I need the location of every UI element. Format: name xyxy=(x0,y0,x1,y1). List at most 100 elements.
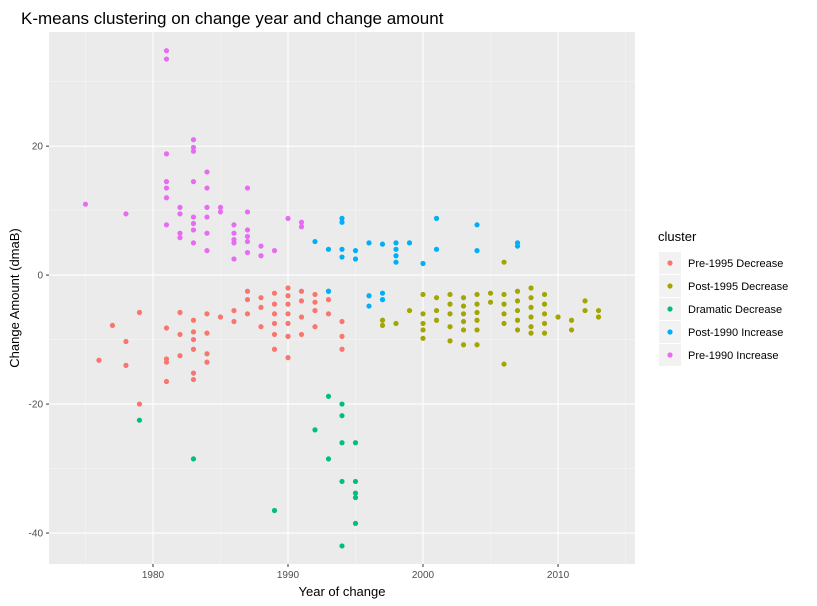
point-series-2 xyxy=(352,490,359,496)
point-series-0 xyxy=(163,359,170,365)
legend-label: Pre-1995 Decrease xyxy=(688,258,783,270)
point-series-4 xyxy=(271,248,278,254)
point-series-4 xyxy=(190,220,197,227)
legend: cluster Pre-1995 Decrease Post-1995 Decre… xyxy=(658,229,788,366)
point-series-1 xyxy=(501,301,507,307)
point-series-4 xyxy=(231,256,237,262)
legend-label: Post-1995 Decrease xyxy=(688,281,788,293)
point-series-2 xyxy=(339,543,345,549)
point-series-1 xyxy=(379,322,386,329)
point-series-0 xyxy=(285,301,291,307)
point-series-1 xyxy=(501,291,507,298)
point-series-1 xyxy=(555,314,561,320)
point-series-1 xyxy=(474,309,480,316)
point-series-0 xyxy=(217,314,224,320)
legend-label: Post-1990 Increase xyxy=(688,327,783,339)
point-series-0 xyxy=(339,318,345,325)
point-series-4 xyxy=(190,179,197,185)
point-series-1 xyxy=(420,327,426,333)
point-series-1 xyxy=(474,317,480,323)
point-series-1 xyxy=(487,299,494,305)
legend-item: Post-1995 Decrease xyxy=(659,275,788,297)
point-series-2 xyxy=(339,413,345,419)
point-series-3 xyxy=(366,303,372,309)
point-series-0 xyxy=(325,297,332,303)
point-series-0 xyxy=(190,370,197,376)
point-series-1 xyxy=(379,317,386,323)
point-series-1 xyxy=(501,311,507,317)
point-series-4 xyxy=(204,204,210,210)
point-series-2 xyxy=(339,401,345,407)
point-series-1 xyxy=(528,285,534,291)
point-series-4 xyxy=(82,201,89,207)
chart-title: K-means clustering on change year and ch… xyxy=(21,9,444,28)
point-series-0 xyxy=(204,330,210,336)
point-series-3 xyxy=(393,246,399,252)
legend-label: Pre-1990 Increase xyxy=(688,350,779,362)
point-series-3 xyxy=(393,259,399,265)
point-series-2 xyxy=(352,440,359,446)
point-series-0 xyxy=(204,311,210,317)
point-series-1 xyxy=(474,291,480,298)
point-series-3 xyxy=(379,241,386,247)
point-series-1 xyxy=(568,327,575,333)
point-series-0 xyxy=(177,331,183,338)
point-series-4 xyxy=(190,240,197,246)
point-series-0 xyxy=(258,295,264,301)
point-series-4 xyxy=(163,195,170,201)
point-series-1 xyxy=(582,307,588,314)
point-series-0 xyxy=(204,359,210,365)
point-series-1 xyxy=(487,290,494,296)
point-series-4 xyxy=(231,240,237,246)
point-series-1 xyxy=(541,301,548,307)
point-series-1 xyxy=(501,320,507,327)
point-series-0 xyxy=(177,309,183,316)
legend-item: Pre-1995 Decrease xyxy=(659,252,783,274)
legend-key-point xyxy=(667,329,673,335)
point-series-0 xyxy=(136,309,143,316)
point-series-1 xyxy=(433,295,440,301)
legend-key-point xyxy=(667,352,673,358)
point-series-3 xyxy=(433,215,440,221)
major-gridlines xyxy=(49,32,635,564)
point-series-0 xyxy=(123,338,129,345)
point-series-1 xyxy=(460,318,467,325)
point-series-0 xyxy=(231,318,237,325)
point-series-1 xyxy=(447,301,453,307)
point-series-0 xyxy=(258,324,264,330)
point-series-3 xyxy=(474,248,480,254)
point-series-1 xyxy=(447,338,453,344)
legend-item: Dramatic Decrease xyxy=(659,298,782,320)
point-series-4 xyxy=(244,209,251,215)
x-tick-label: 1980 xyxy=(142,570,165,581)
point-series-4 xyxy=(190,214,197,220)
point-series-0 xyxy=(271,331,278,338)
y-tick-label: -40 xyxy=(29,529,44,540)
point-series-4 xyxy=(204,169,210,175)
point-series-2 xyxy=(271,507,278,514)
point-series-0 xyxy=(271,311,278,317)
point-series-0 xyxy=(339,333,345,339)
point-series-0 xyxy=(285,285,291,291)
point-series-4 xyxy=(244,249,251,256)
point-series-0 xyxy=(136,401,143,407)
point-series-0 xyxy=(298,331,305,338)
point-series-4 xyxy=(177,235,183,241)
point-series-2 xyxy=(352,478,359,485)
point-series-4 xyxy=(190,144,197,151)
point-series-4 xyxy=(123,211,129,217)
point-series-2 xyxy=(325,393,332,399)
point-series-1 xyxy=(501,361,507,367)
x-axis-title: Year of change xyxy=(299,584,386,599)
legend-item: Pre-1990 Increase xyxy=(659,344,779,366)
point-series-1 xyxy=(433,317,440,323)
point-series-0 xyxy=(190,336,197,343)
point-series-3 xyxy=(325,288,332,294)
point-series-2 xyxy=(352,520,359,526)
point-series-4 xyxy=(204,230,210,236)
point-series-1 xyxy=(474,327,480,333)
point-series-4 xyxy=(217,209,224,215)
point-series-0 xyxy=(190,376,197,383)
x-tick-label: 1990 xyxy=(277,570,300,581)
point-series-3 xyxy=(352,256,359,262)
